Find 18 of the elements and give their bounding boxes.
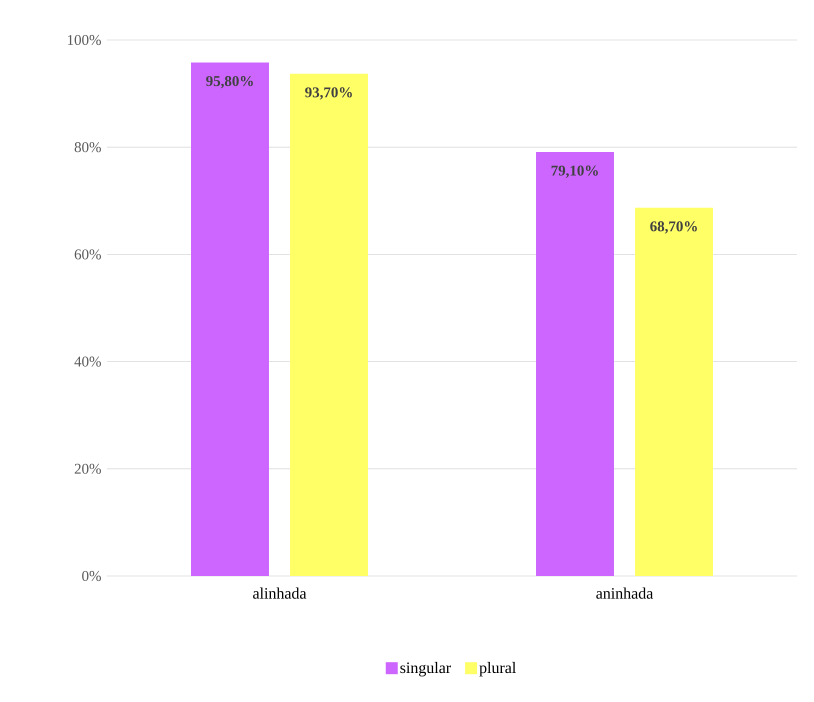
bar [536, 152, 614, 576]
y-tick-label: 80% [74, 142, 101, 152]
data-label: 95,80% [206, 76, 253, 88]
bar [635, 208, 713, 576]
data-label: 68,70% [650, 221, 697, 234]
data-label: 93,70% [305, 87, 352, 100]
bar [290, 74, 368, 576]
x-tick-label: alinhada [253, 588, 306, 599]
y-tick-label: 100% [68, 34, 101, 46]
legend-label: plural [479, 662, 516, 676]
legend-label: singular [400, 662, 451, 676]
y-tick-label: 20% [74, 464, 101, 474]
x-tick-label: aninhada [596, 588, 654, 599]
y-tick-label: 0% [82, 570, 101, 582]
bar [191, 62, 269, 576]
data-label: 79,10% [552, 166, 598, 178]
y-tick-label: 60% [74, 249, 101, 260]
y-tick-label: 40% [74, 356, 101, 367]
